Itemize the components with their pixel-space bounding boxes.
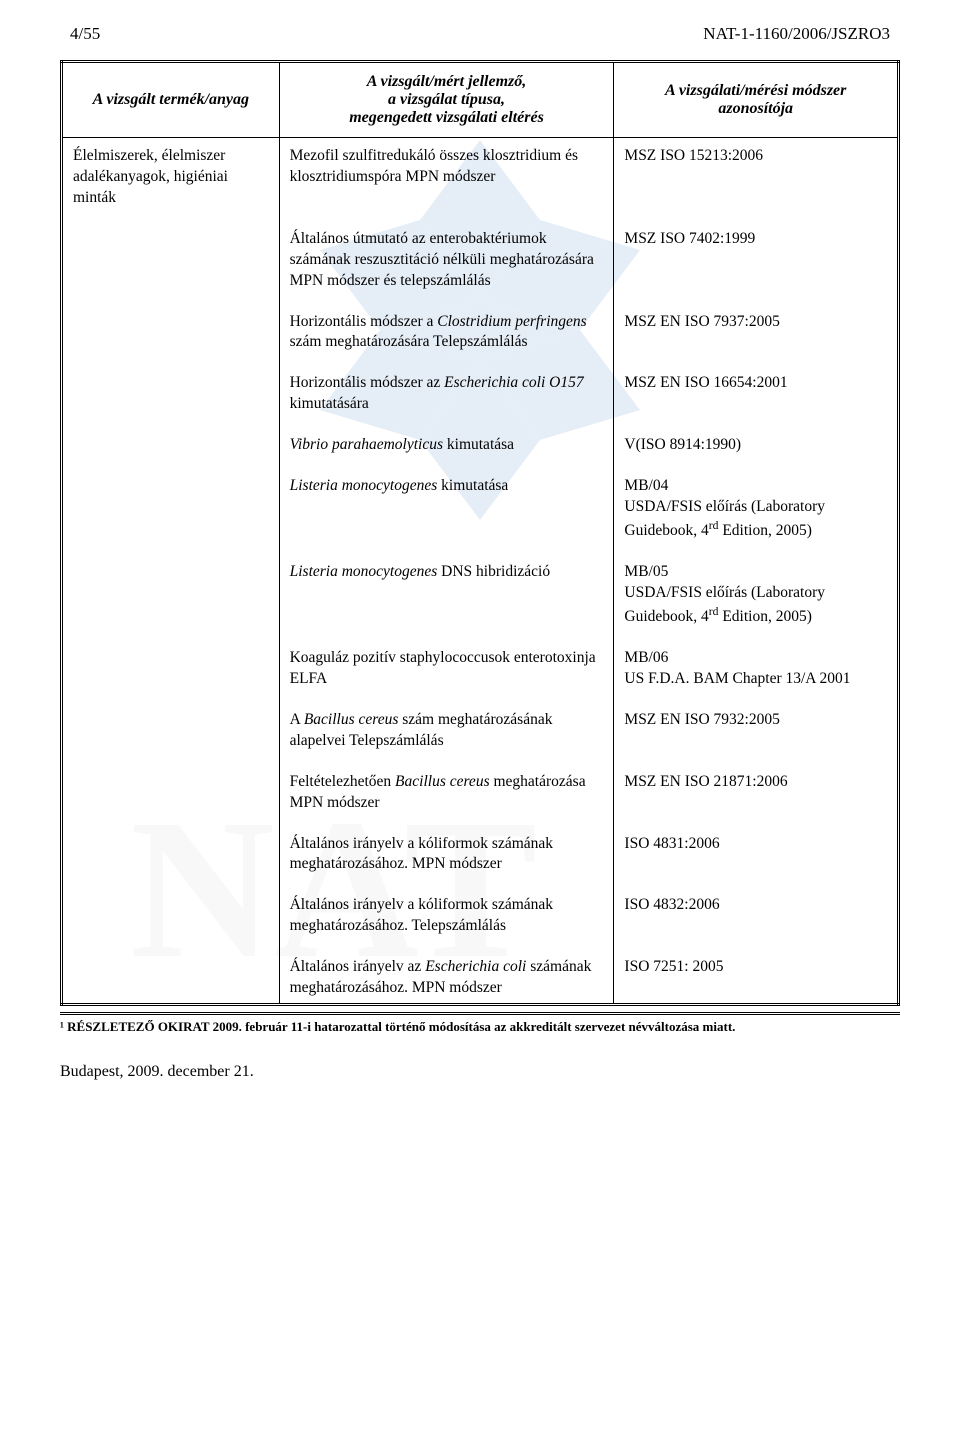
spacer-row [62, 213, 899, 225]
cell-method: MSZ ISO 15213:2006 [614, 138, 899, 213]
spacer-row [62, 941, 899, 953]
spacer-row [62, 694, 899, 706]
table-row: Általános irányelv az Escherichia coli s… [62, 953, 899, 1004]
cell-product [62, 431, 280, 460]
cell-product [62, 706, 280, 756]
table-row: Feltételezhetően Bacillus cereus meghatá… [62, 768, 899, 818]
page-header: 4/55 NAT-1-1160/2006/JSZRO3 [60, 24, 900, 44]
table-row: Listeria monocytogenes DNS hibridizációM… [62, 558, 899, 632]
col-header-b-line3: megengedett vizsgálati eltérés [349, 109, 544, 126]
table-row: Általános útmutató az enterobaktériumok … [62, 225, 899, 296]
cell-property: Koaguláz pozitív staphylococcusok entero… [279, 644, 614, 694]
spacer-row [62, 879, 899, 891]
cell-method: MB/04USDA/FSIS előírás (Laboratory Guide… [614, 472, 899, 546]
cell-property: Általános irányelv az Escherichia coli s… [279, 953, 614, 1004]
cell-property: Horizontális módszer a Clostridium perfr… [279, 308, 614, 358]
cell-method: MSZ EN ISO 7937:2005 [614, 308, 899, 358]
spacer-row [62, 419, 899, 431]
spacer-row [62, 756, 899, 768]
cell-product [62, 369, 280, 419]
col-header-c-line1: A vizsgálati/mérési módszer [665, 82, 846, 99]
cell-method: ISO 7251: 2005 [614, 953, 899, 1004]
cell-product [62, 830, 280, 880]
cell-product [62, 953, 280, 1004]
spacer-row [62, 296, 899, 308]
spacer-row [62, 818, 899, 830]
table-row: Horizontális módszer az Escherichia coli… [62, 369, 899, 419]
cell-method: MSZ EN ISO 21871:2006 [614, 768, 899, 818]
footer-date: Budapest, 2009. december 21. [60, 1063, 900, 1081]
cell-property: Általános irányelv a kóliformok számának… [279, 830, 614, 880]
cell-method: V(ISO 8914:1990) [614, 431, 899, 460]
table-row: Horizontális módszer a Clostridium perfr… [62, 308, 899, 358]
cell-method: MSZ EN ISO 7932:2005 [614, 706, 899, 756]
table-row: Koaguláz pozitív staphylococcusok entero… [62, 644, 899, 694]
cell-property: Feltételezhetően Bacillus cereus meghatá… [279, 768, 614, 818]
footnote-text: ¹ RÉSZLETEZŐ OKIRAT 2009. február 11-i h… [60, 1015, 900, 1035]
spacer-row [62, 357, 899, 369]
cell-method: ISO 4832:2006 [614, 891, 899, 941]
cell-product: Élelmiszerek, élelmiszeradalékanyagok, h… [62, 138, 280, 213]
cell-property: Listeria monocytogenes DNS hibridizáció [279, 558, 614, 632]
cell-property: Vibrio parahaemolyticus kimutatása [279, 431, 614, 460]
cell-property: Horizontális módszer az Escherichia coli… [279, 369, 614, 419]
cell-method: MB/05USDA/FSIS előírás (Laboratory Guide… [614, 558, 899, 632]
table-header-row: A vizsgált termék/anyag A vizsgált/mért … [62, 62, 899, 138]
data-table: A vizsgált termék/anyag A vizsgált/mért … [60, 60, 900, 1006]
spacer-row [62, 632, 899, 644]
table-row: Listeria monocytogenes kimutatásaMB/04US… [62, 472, 899, 546]
table-row: Vibrio parahaemolyticus kimutatásaV(ISO … [62, 431, 899, 460]
cell-property: Listeria monocytogenes kimutatása [279, 472, 614, 546]
col-header-a-text: A vizsgált termék/anyag [93, 91, 249, 108]
cell-property: Általános irányelv a kóliformok számának… [279, 891, 614, 941]
doc-code: NAT-1-1160/2006/JSZRO3 [703, 24, 890, 44]
spacer-row [62, 546, 899, 558]
col-header-product: A vizsgált termék/anyag [62, 62, 280, 138]
col-header-b-line2: a vizsgálat típusa, [388, 91, 505, 108]
cell-product [62, 308, 280, 358]
col-header-c-line2: azonosítója [718, 100, 793, 117]
cell-product [62, 472, 280, 546]
cell-product [62, 768, 280, 818]
page-number: 4/55 [70, 24, 100, 44]
cell-property: A Bacillus cereus szám meghatározásának … [279, 706, 614, 756]
table-row: Élelmiszerek, élelmiszeradalékanyagok, h… [62, 138, 899, 213]
spacer-row [62, 460, 899, 472]
cell-product [62, 644, 280, 694]
cell-property: Mezofil szulfitredukáló összes klosztrid… [279, 138, 614, 213]
cell-property: Általános útmutató az enterobaktériumok … [279, 225, 614, 296]
col-header-property: A vizsgált/mért jellemző, a vizsgálat tí… [279, 62, 614, 138]
cell-method: MSZ EN ISO 16654:2001 [614, 369, 899, 419]
table-row: A Bacillus cereus szám meghatározásának … [62, 706, 899, 756]
cell-product [62, 558, 280, 632]
col-header-method: A vizsgálati/mérési módszer azonosítója [614, 62, 899, 138]
table-row: Általános irányelv a kóliformok számának… [62, 830, 899, 880]
cell-product [62, 891, 280, 941]
table-row: Általános irányelv a kóliformok számának… [62, 891, 899, 941]
cell-method: MSZ ISO 7402:1999 [614, 225, 899, 296]
table-body: Élelmiszerek, élelmiszeradalékanyagok, h… [62, 138, 899, 1005]
col-header-b-line1: A vizsgált/mért jellemző, [367, 73, 527, 90]
cell-method: MB/06US F.D.A. BAM Chapter 13/A 2001 [614, 644, 899, 694]
cell-product [62, 225, 280, 296]
cell-method: ISO 4831:2006 [614, 830, 899, 880]
